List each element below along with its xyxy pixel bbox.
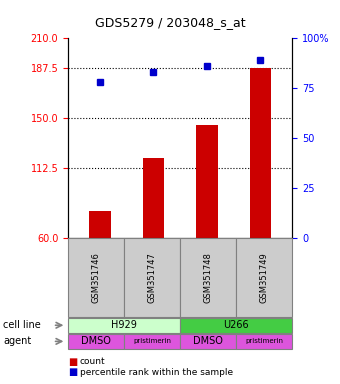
Text: agent: agent [3,336,32,346]
Text: ■: ■ [68,357,77,367]
Text: U266: U266 [223,320,249,330]
Text: cell line: cell line [3,320,41,330]
Text: count: count [80,357,105,366]
Text: pristimerin: pristimerin [133,338,171,344]
Text: ■: ■ [68,367,77,377]
Text: H929: H929 [111,320,137,330]
Text: GSM351747: GSM351747 [148,252,157,303]
Text: pristimerin: pristimerin [245,338,283,344]
Text: percentile rank within the sample: percentile rank within the sample [80,368,233,377]
Bar [250,68,271,238]
Bar [143,158,164,238]
Text: DMSO: DMSO [81,336,111,346]
Bar [89,212,111,238]
Text: GSM351748: GSM351748 [204,252,213,303]
Text: GSM351746: GSM351746 [91,252,101,303]
Text: GDS5279 / 203048_s_at: GDS5279 / 203048_s_at [95,17,245,30]
Text: DMSO: DMSO [193,336,223,346]
Text: GSM351749: GSM351749 [260,252,269,303]
Bar [196,125,218,238]
